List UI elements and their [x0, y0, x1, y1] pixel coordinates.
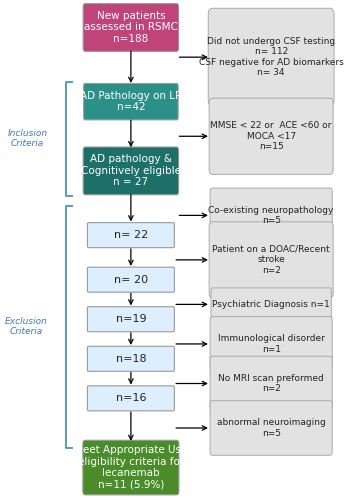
Text: Psychiatric Diagnosis n=1: Psychiatric Diagnosis n=1 [212, 300, 330, 309]
FancyBboxPatch shape [87, 267, 174, 292]
FancyBboxPatch shape [211, 288, 331, 321]
Text: n=18: n=18 [115, 354, 146, 364]
Text: No MRI scan preformed
n=2: No MRI scan preformed n=2 [218, 374, 324, 393]
Text: n= 20: n= 20 [114, 274, 148, 284]
Text: AD pathology &
Cognitively eligible
n = 27: AD pathology & Cognitively eligible n = … [81, 154, 181, 188]
Text: Meet Appropriate Use
eligibility criteria for
lecanemab
n=11 (5.9%): Meet Appropriate Use eligibility criteri… [74, 445, 188, 490]
Text: Did not undergo CSF testing
n= 112
CSF negative for AD biomarkers
n= 34: Did not undergo CSF testing n= 112 CSF n… [199, 37, 344, 78]
FancyBboxPatch shape [210, 400, 332, 456]
FancyBboxPatch shape [83, 4, 178, 51]
Text: AD Pathology on LP
n=42: AD Pathology on LP n=42 [80, 91, 181, 112]
FancyBboxPatch shape [87, 386, 174, 411]
Text: New patients
assessed in RSMC
n=188: New patients assessed in RSMC n=188 [84, 11, 178, 44]
Text: MMSE < 22 or  ACE <60 or
MOCA <17
n=15: MMSE < 22 or ACE <60 or MOCA <17 n=15 [210, 122, 332, 151]
FancyBboxPatch shape [84, 84, 178, 120]
Text: Patient on a DOAC/Recent
stroke
n=2: Patient on a DOAC/Recent stroke n=2 [212, 245, 330, 275]
Text: Inclusion
Criteria: Inclusion Criteria [8, 129, 48, 148]
FancyBboxPatch shape [87, 222, 174, 248]
FancyBboxPatch shape [209, 222, 333, 298]
FancyBboxPatch shape [210, 356, 332, 411]
Text: abnormal neuroimaging
n=5: abnormal neuroimaging n=5 [217, 418, 325, 438]
FancyBboxPatch shape [210, 316, 332, 371]
Text: n=16: n=16 [115, 394, 146, 404]
Text: Co-existing neuropathology
n=5: Co-existing neuropathology n=5 [209, 206, 334, 225]
Text: Exclusion
Criteria: Exclusion Criteria [5, 317, 48, 336]
Text: n= 22: n= 22 [114, 230, 148, 240]
FancyBboxPatch shape [87, 306, 174, 332]
FancyBboxPatch shape [209, 98, 333, 174]
FancyBboxPatch shape [210, 188, 332, 242]
FancyBboxPatch shape [83, 147, 178, 195]
Text: n=19: n=19 [115, 314, 146, 324]
FancyBboxPatch shape [208, 8, 334, 106]
FancyBboxPatch shape [83, 440, 179, 495]
Text: Immunological disorder
n=1: Immunological disorder n=1 [218, 334, 325, 353]
FancyBboxPatch shape [87, 346, 174, 372]
